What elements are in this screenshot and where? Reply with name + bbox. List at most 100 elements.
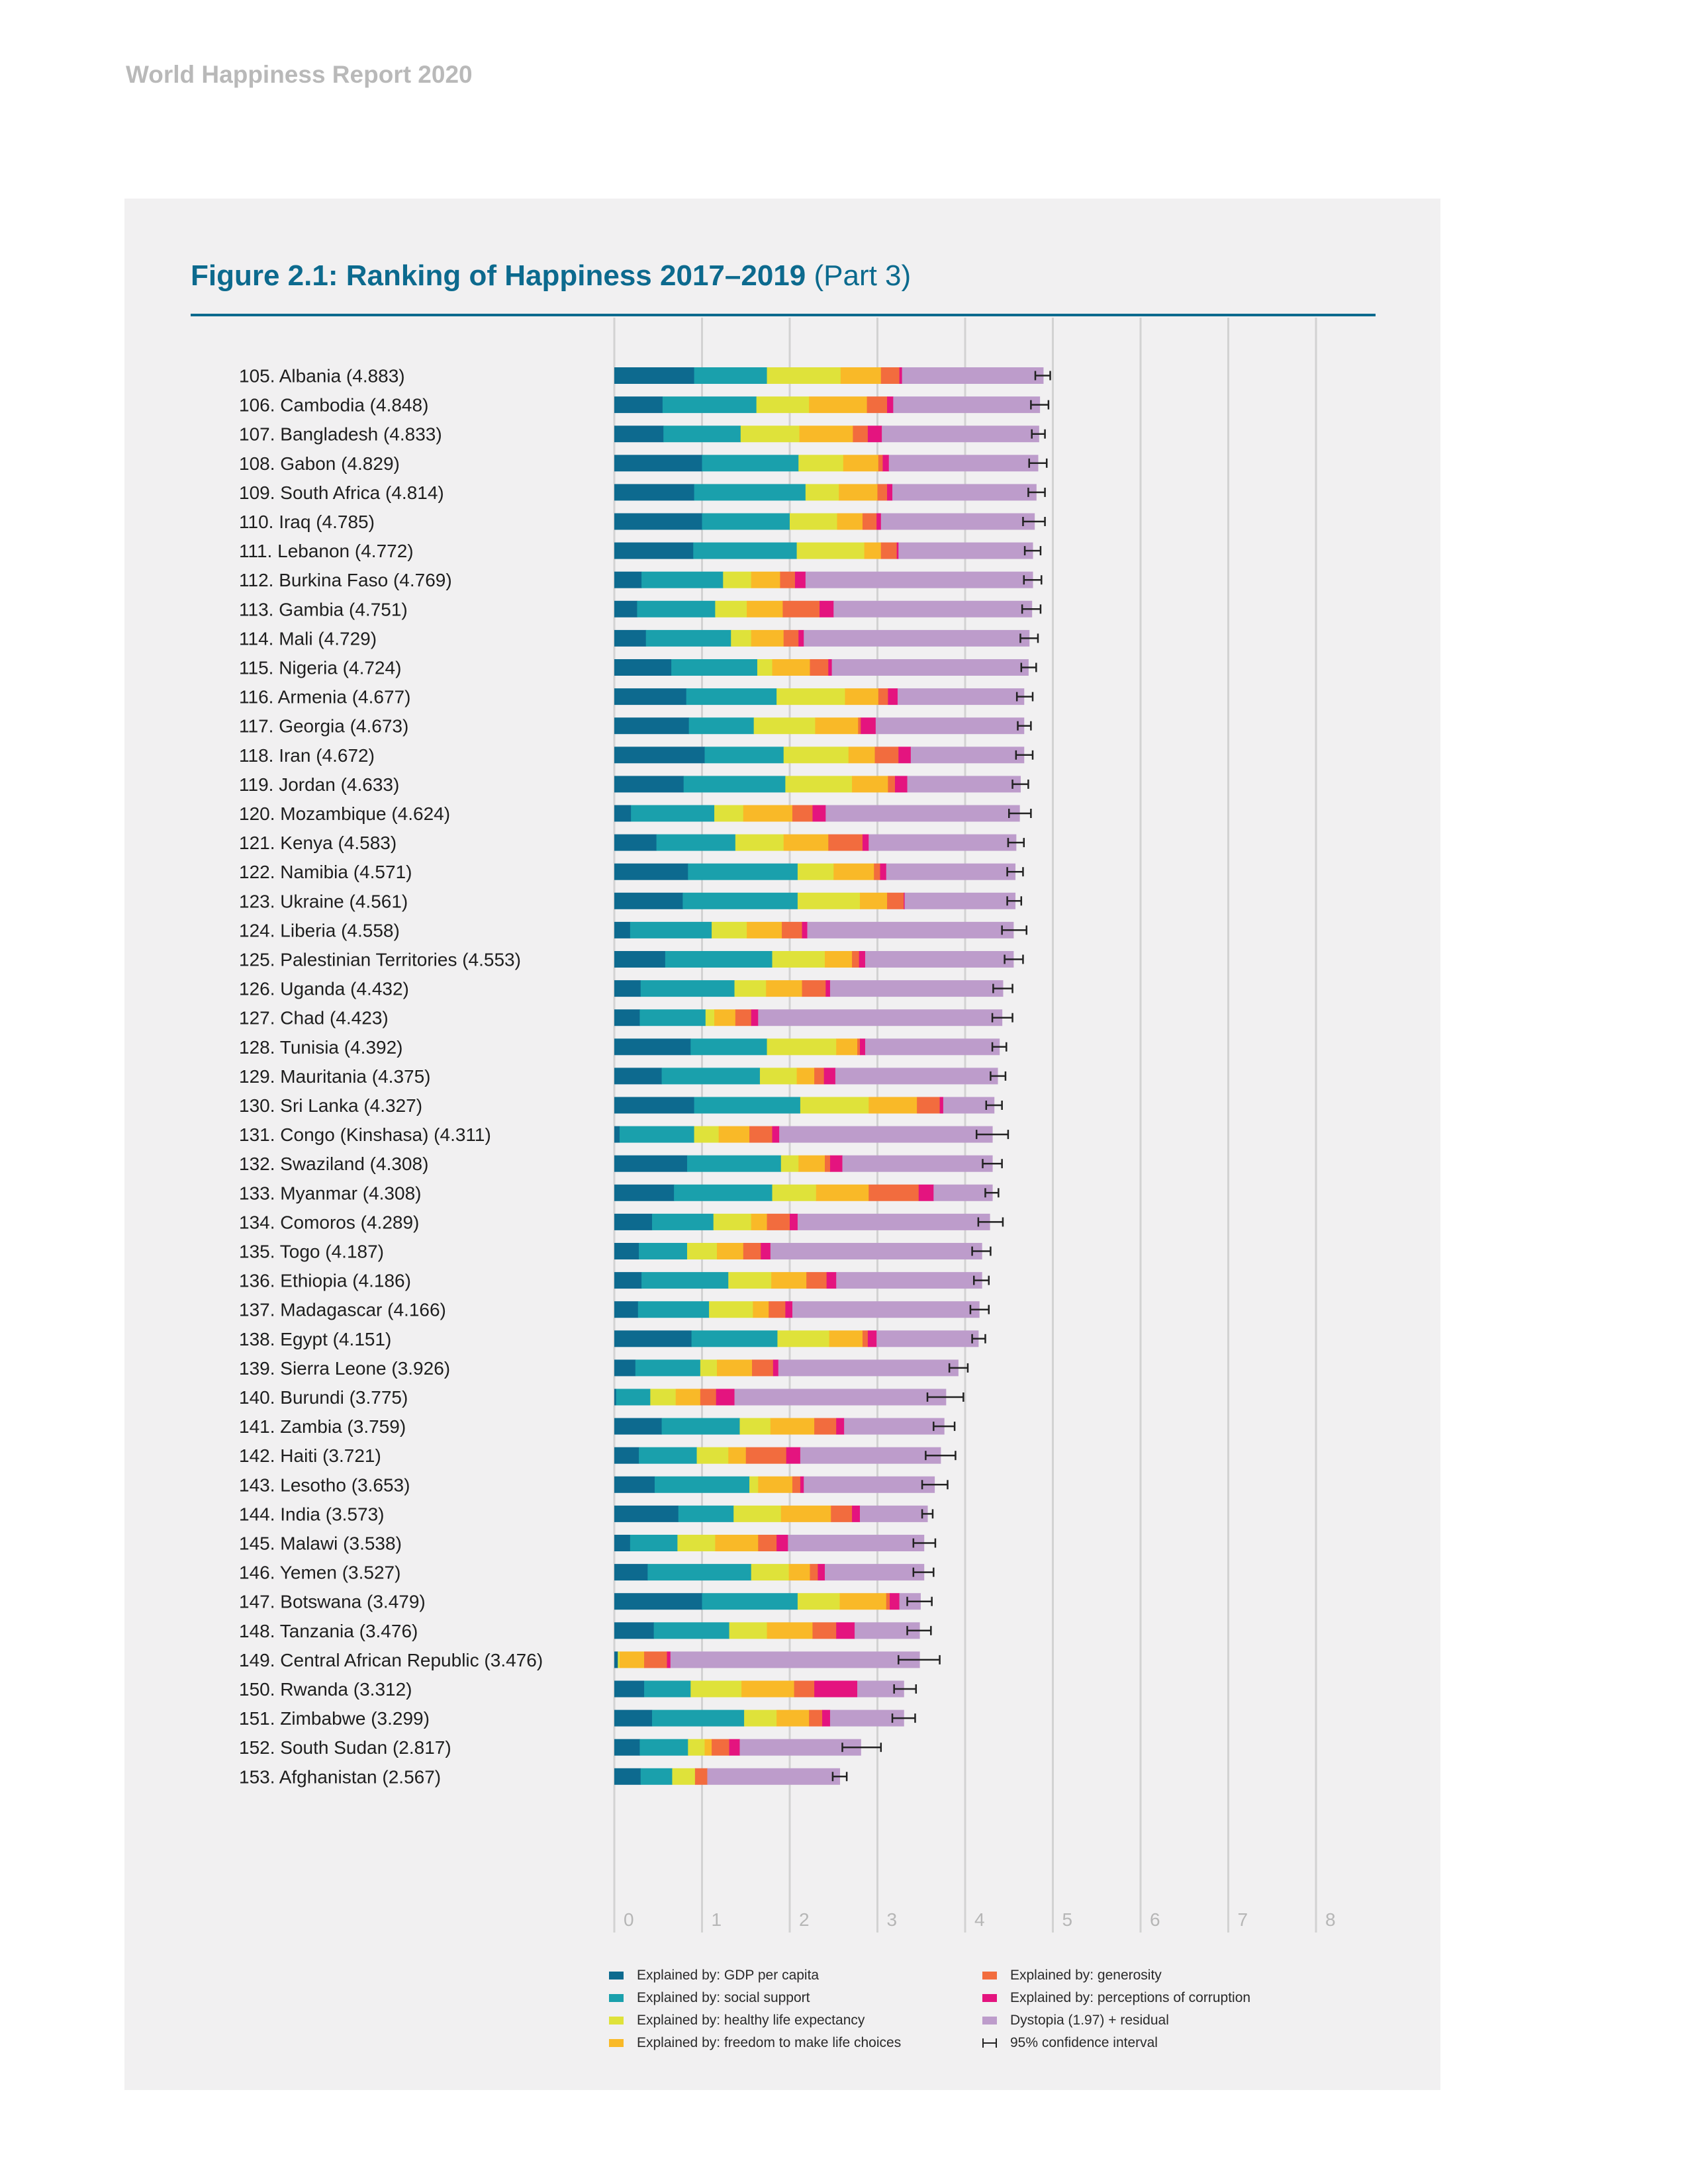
country-label: 138. Egypt (4.151)	[239, 1329, 391, 1349]
bar-segment	[614, 1359, 636, 1377]
country-label: 151. Zimbabwe (3.299)	[239, 1708, 430, 1729]
bar-segment	[614, 571, 642, 588]
bar-segment	[614, 1038, 691, 1056]
country-label: 145. Malawi (3.538)	[239, 1533, 402, 1554]
country-label: 114. Mali (4.729)	[239, 628, 377, 649]
bar-segment	[865, 1038, 1000, 1056]
bar-segment	[614, 1476, 655, 1493]
bar-segment	[798, 1155, 825, 1172]
bar-segment	[645, 629, 731, 647]
bar-segment	[785, 776, 853, 793]
bar-segment	[705, 1009, 715, 1026]
bar-segment	[749, 1126, 773, 1143]
bar-segment	[782, 600, 820, 617]
bar-segment	[614, 367, 695, 384]
bar-segment	[882, 426, 1039, 443]
bar-segment	[852, 951, 860, 968]
bar-segment	[893, 396, 1041, 414]
bar-segment	[836, 1622, 855, 1639]
bar-segment	[833, 600, 1033, 617]
chart-legend: Explained by: GDP per capita Explained by…	[609, 1967, 1430, 2066]
bar-segment	[686, 1243, 718, 1259]
country-label: 130. Sri Lanka (4.327)	[239, 1095, 422, 1116]
country-label: 147. Botswana (3.479)	[239, 1592, 426, 1612]
legend-swatch	[982, 1972, 997, 1980]
country-label: 144. India (3.573)	[239, 1504, 385, 1524]
bar-segment	[704, 1739, 712, 1756]
bar-segment	[686, 1155, 782, 1172]
bar-segment	[614, 1739, 640, 1756]
country-label: 133. Myanmar (4.308)	[239, 1183, 421, 1203]
bar-segment	[788, 1564, 810, 1581]
bar-segment	[874, 863, 880, 880]
bar-segment	[614, 1768, 641, 1785]
bar-segment	[888, 455, 1039, 472]
bar-segment	[675, 1388, 701, 1406]
happiness-bar-chart: 0 1 2 3 4 5 6 7 8 105. Albania (4.883) 106. Cambod…	[239, 318, 1336, 1933]
bar-segment	[853, 426, 868, 443]
bar-segment	[688, 1739, 705, 1756]
legend-label: Explained by: freedom to make life choic…	[637, 2035, 902, 2050]
country-label: 113. Gambia (4.751)	[239, 599, 408, 619]
bar-segment	[788, 1535, 925, 1551]
bar-segment	[867, 396, 888, 414]
bar-segment	[717, 1243, 744, 1259]
bar-segment	[786, 1447, 801, 1464]
bar-segment	[641, 571, 724, 588]
bar-segment	[735, 834, 784, 851]
bar-segment	[867, 1330, 877, 1347]
bar-segment	[614, 542, 694, 559]
bar-segment	[635, 1359, 701, 1377]
bar-segment	[792, 1476, 801, 1493]
bar-segment	[651, 1709, 745, 1727]
x-tick-label: 5	[1062, 1909, 1073, 1930]
bar-segment	[812, 805, 826, 822]
bar-segment	[734, 1388, 947, 1406]
bar-segment	[876, 1330, 979, 1347]
bar-segment	[797, 1213, 990, 1230]
bar-segment	[845, 688, 879, 705]
bar-segment	[772, 1184, 817, 1201]
country-label: 108. Gabon (4.829)	[239, 453, 400, 474]
bar-segment	[898, 747, 912, 764]
bar-segment	[835, 1068, 998, 1085]
bar-segment	[779, 1126, 993, 1143]
bar-segment	[674, 1184, 773, 1201]
bar-segment	[714, 805, 744, 822]
bar-segment	[804, 1476, 935, 1493]
bar-segment	[800, 1476, 804, 1493]
bar-segment	[700, 1388, 717, 1406]
bar-segment	[858, 717, 861, 735]
figure-title-part: (Part 3)	[814, 259, 912, 292]
bar-segment	[614, 1184, 675, 1201]
bar-segment	[904, 892, 906, 909]
bar-segment	[614, 1418, 663, 1435]
bar-segment	[667, 1651, 671, 1668]
country-label: 115. Nigeria (4.724)	[239, 658, 401, 678]
country-label: 137. Madagascar (4.166)	[239, 1300, 446, 1320]
bar-segment	[836, 1272, 982, 1289]
bar-segment	[805, 571, 1033, 588]
bar-segment	[831, 1505, 853, 1522]
bar-segment	[751, 571, 780, 588]
country-label: 119. Jordan (4.633)	[239, 774, 399, 795]
bar-segment	[640, 980, 735, 997]
bar-segment	[829, 980, 1004, 997]
bar-segment	[862, 513, 877, 530]
bar-segment	[814, 1418, 837, 1435]
bar-segment	[878, 455, 883, 472]
legend-item-ci: 95% confidence interval	[982, 2034, 1158, 2052]
bar-segment	[715, 600, 747, 617]
country-label: 150. Rwanda (3.312)	[239, 1679, 412, 1700]
legend-item: Explained by: generosity	[982, 1967, 1162, 1984]
bar-segment	[890, 1593, 900, 1610]
bar-segment	[756, 396, 810, 414]
bar-segment	[751, 1213, 768, 1230]
bar-segment	[716, 1388, 735, 1406]
bar-segment	[614, 600, 637, 617]
bar-segment	[641, 1272, 729, 1289]
bar-segment	[614, 426, 664, 443]
bar-segment	[902, 367, 1044, 384]
bar-segment	[733, 1505, 782, 1522]
country-label: 105. Albania (4.883)	[239, 366, 405, 387]
